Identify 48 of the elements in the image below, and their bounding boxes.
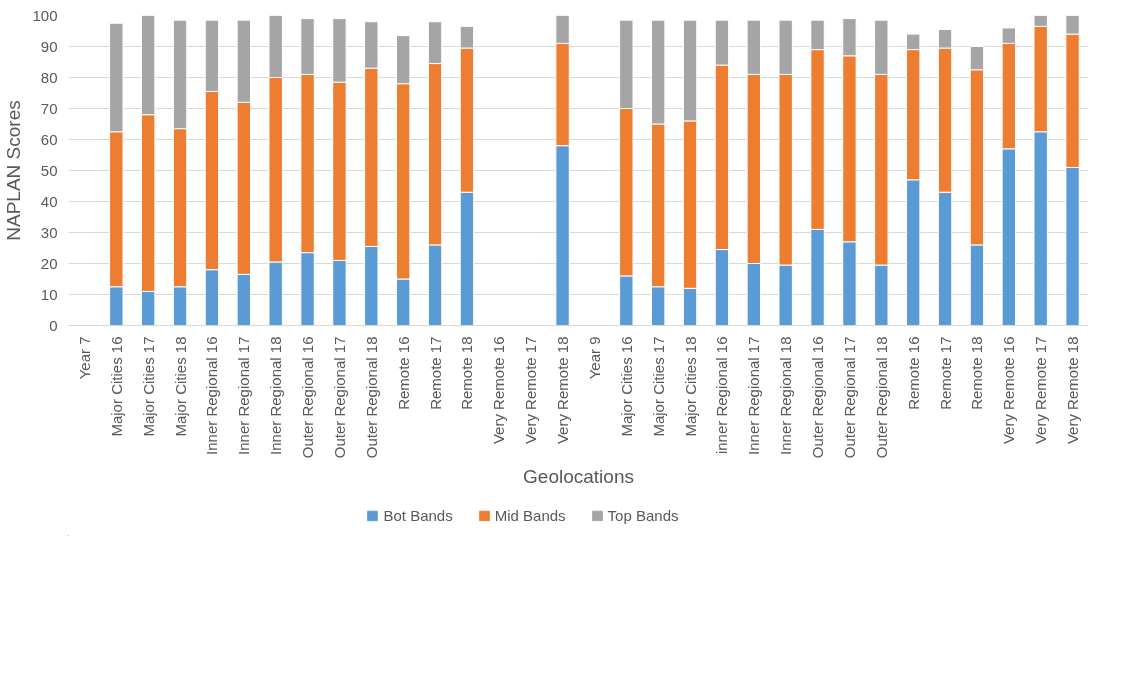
y-tick-label: 60 [40,130,58,148]
x-tick-label: Outer Regional 17 [330,336,348,459]
x-tick-label: Inner Regional 16 [203,336,221,455]
y-tick-label: 30 [40,223,58,241]
y-tick-label: 70 [40,99,58,117]
x-axis-title: Geolocations [523,466,634,488]
x-tick-label: Very Remote 17 [522,336,540,445]
x-tick-label: Remote 16 [904,336,922,410]
x-tick-label: Outer Regional 16 [809,336,827,459]
x-tick-label: Major Cities 18 [681,336,699,437]
y-tick-label: 20 [40,254,58,272]
y-tick-label: 50 [40,161,58,179]
x-tick-label: Inner Regional 18 [267,336,285,455]
x-tick-label: Outer Regional 16 [299,336,317,459]
x-tick-label: Very Remote 16 [490,336,508,445]
x-tick-label: inner Regional 16 [713,336,731,455]
y-tick-label: 10 [40,285,58,303]
y-tick-label: 40 [40,192,58,210]
legend-label: Mid Bands [494,506,566,524]
x-tick-label: Remote 17 [936,336,954,410]
legend-label: Bot Bands [383,506,453,524]
y-tick-label: 80 [40,68,58,86]
x-tick-label: Major Cities 16 [617,336,635,437]
x-tick-label: Inner Regional 17 [235,336,253,455]
x-tick-label: Major Cities 18 [171,336,189,437]
x-tick-label: Major Cities 17 [139,336,157,437]
x-tick-label: Major Cities 16 [107,336,125,437]
x-tick-label: Remote 16 [394,336,412,410]
x-tick-label: Outer Regional 17 [840,336,858,459]
x-tick-label: Very Remote 18 [1064,336,1082,445]
x-tick-label: Inner Regional 18 [777,336,795,455]
x-tick-label: Very Remote 16 [1000,336,1018,445]
x-tick-label: Remote 18 [458,336,476,410]
x-tick-label: Very Remote 17 [1032,336,1050,445]
y-tick-label: 100 [32,6,58,24]
x-tick-label: Outer Regional 18 [872,336,890,459]
legend-label: Top Bands [607,506,679,524]
y-tick-label: 0 [49,316,58,334]
x-tick-label: Major Cities 17 [649,336,667,437]
y-tick-label: 90 [40,37,58,55]
x-tick-label: Remote 17 [426,336,444,410]
y-axis-title: NAPLAN Scores [3,100,25,241]
x-tick-label: Year 9 [585,336,603,380]
x-tick-label: Inner Regional 17 [745,336,763,455]
x-tick-label: Outer Regional 18 [362,336,380,459]
x-tick-label: Very Remote 18 [554,336,572,445]
x-tick-label: Year 7 [75,336,93,380]
x-tick-label: Remote 18 [968,336,986,410]
